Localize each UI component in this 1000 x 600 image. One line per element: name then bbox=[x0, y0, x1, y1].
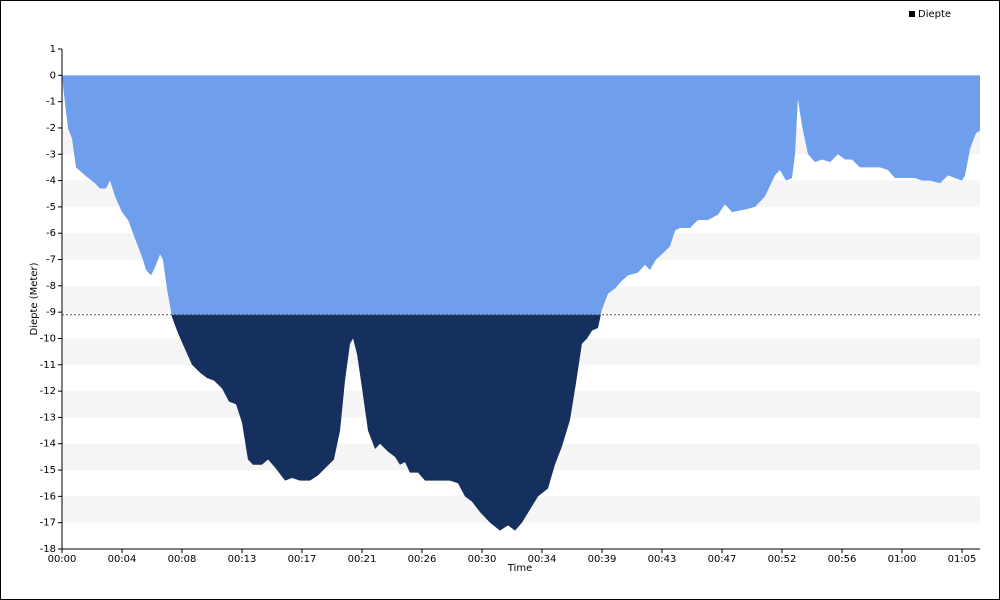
legend-label: Diepte bbox=[918, 9, 951, 20]
y-axis-label: Diepte (Meter) bbox=[29, 262, 40, 335]
y-tick-label: -16 bbox=[40, 491, 56, 502]
x-tick-label: 01:05 bbox=[948, 554, 977, 565]
x-tick-label: 00:13 bbox=[228, 554, 257, 565]
x-tick-label: 00:52 bbox=[768, 554, 797, 565]
y-tick-label: -8 bbox=[46, 281, 56, 292]
legend-swatch bbox=[909, 11, 915, 17]
y-tick-label: -2 bbox=[46, 123, 56, 134]
y-tick-label: -5 bbox=[46, 202, 56, 213]
x-tick-label: 00:34 bbox=[528, 554, 557, 565]
x-axis-label: Time bbox=[507, 563, 532, 574]
x-tick-label: 00:17 bbox=[288, 554, 317, 565]
y-tick-label: -9 bbox=[46, 307, 56, 318]
y-tick-label: 1 bbox=[50, 44, 56, 55]
y-tick-label: -12 bbox=[40, 386, 56, 397]
y-tick-label: -6 bbox=[46, 228, 56, 239]
y-tick-label: -3 bbox=[46, 149, 56, 160]
y-tick-label: -17 bbox=[40, 518, 56, 529]
y-tick-label: -11 bbox=[40, 360, 56, 371]
x-tick-label: 01:00 bbox=[888, 554, 917, 565]
y-tick-label: -18 bbox=[40, 544, 56, 555]
x-tick-label: 00:04 bbox=[108, 554, 137, 565]
x-tick-label: 00:39 bbox=[588, 554, 617, 565]
y-tick-label: -4 bbox=[46, 176, 56, 187]
y-tick-label: -13 bbox=[40, 412, 56, 423]
y-tick-label: -10 bbox=[40, 333, 56, 344]
x-tick-label: 00:00 bbox=[48, 554, 77, 565]
x-tick-label: 00:47 bbox=[708, 554, 737, 565]
x-tick-label: 00:43 bbox=[648, 554, 677, 565]
area bbox=[62, 75, 980, 531]
x-tick-label: 00:08 bbox=[168, 554, 197, 565]
y-tick-label: -7 bbox=[46, 255, 56, 266]
y-tick-label: 0 bbox=[50, 70, 56, 81]
x-tick-label: 00:30 bbox=[468, 554, 497, 565]
y-tick-label: -1 bbox=[46, 97, 56, 108]
x-tick-label: 00:21 bbox=[348, 554, 377, 565]
x-tick-label: 00:26 bbox=[408, 554, 437, 565]
y-tick-label: -14 bbox=[40, 439, 56, 450]
y-tick-label: -15 bbox=[40, 465, 56, 476]
x-tick-label: 00:56 bbox=[828, 554, 857, 565]
